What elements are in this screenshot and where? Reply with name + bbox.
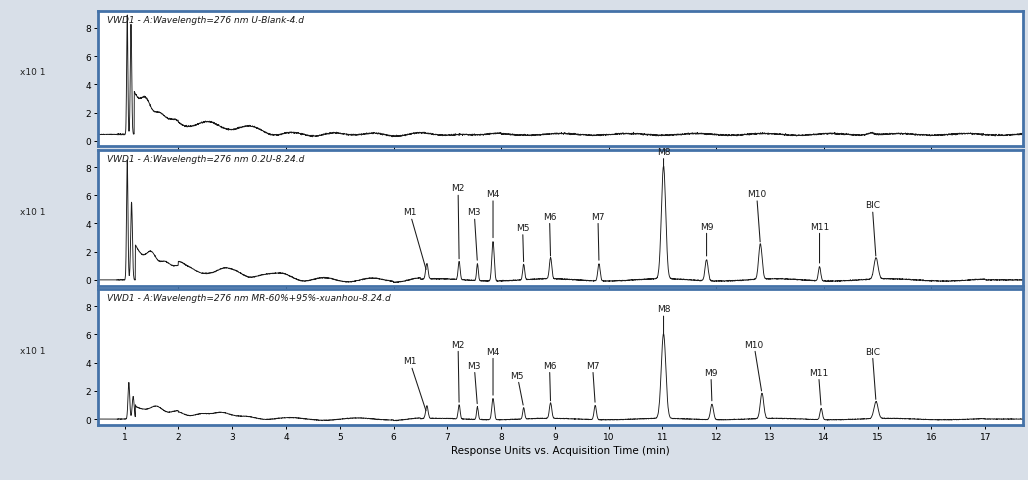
Text: x10 1: x10 1 xyxy=(21,207,45,216)
Text: x10 1: x10 1 xyxy=(21,68,45,77)
Text: M6: M6 xyxy=(543,361,556,401)
Text: BIC: BIC xyxy=(865,201,880,256)
Text: M5: M5 xyxy=(516,224,529,262)
Text: M8: M8 xyxy=(657,147,670,168)
Text: M11: M11 xyxy=(809,368,829,405)
Text: VWD1 - A:Wavelength=276 nm 0.2U-8.24.d: VWD1 - A:Wavelength=276 nm 0.2U-8.24.d xyxy=(107,155,304,164)
Text: VWD1 - A:Wavelength=276 nm U-Blank-4.d: VWD1 - A:Wavelength=276 nm U-Blank-4.d xyxy=(107,16,304,25)
Text: M7: M7 xyxy=(591,212,604,261)
Text: M10: M10 xyxy=(747,190,766,242)
Text: M2: M2 xyxy=(451,340,465,402)
Text: M9: M9 xyxy=(700,222,713,256)
Text: M1: M1 xyxy=(403,357,426,411)
Text: M3: M3 xyxy=(468,208,481,261)
Text: VWD1 - A:Wavelength=276 nm MR-60%+95%-xuanhou-8.24.d: VWD1 - A:Wavelength=276 nm MR-60%+95%-xu… xyxy=(107,294,391,303)
Text: M4: M4 xyxy=(486,190,500,238)
Text: M5: M5 xyxy=(511,371,524,405)
Text: M9: M9 xyxy=(704,368,718,401)
Text: M3: M3 xyxy=(468,361,481,404)
Text: M10: M10 xyxy=(744,340,764,391)
Text: M6: M6 xyxy=(543,212,556,256)
Text: M7: M7 xyxy=(586,361,599,402)
Text: BIC: BIC xyxy=(865,347,880,399)
Text: M4: M4 xyxy=(486,347,500,396)
Text: M1: M1 xyxy=(403,208,426,270)
Text: M8: M8 xyxy=(657,305,670,335)
Text: M11: M11 xyxy=(810,222,830,264)
Text: x10 1: x10 1 xyxy=(21,346,45,355)
X-axis label: Response Units vs. Acquisition Time (min): Response Units vs. Acquisition Time (min… xyxy=(451,445,669,455)
Text: M2: M2 xyxy=(451,184,465,259)
